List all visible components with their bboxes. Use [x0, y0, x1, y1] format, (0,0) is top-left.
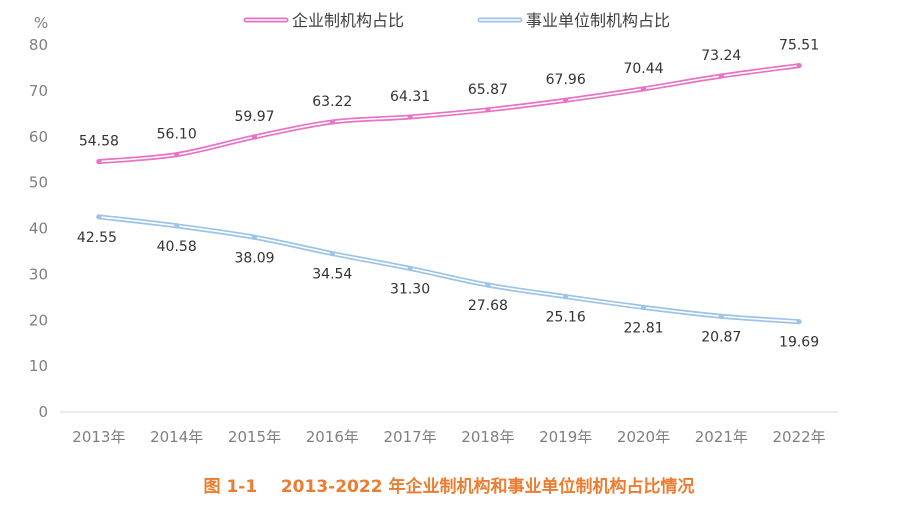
data-point	[251, 134, 258, 140]
data-label: 56.10	[157, 127, 197, 143]
data-point	[640, 86, 647, 92]
data-point	[796, 62, 802, 69]
data-point	[407, 265, 413, 272]
y-tick-label: 40	[29, 220, 48, 238]
x-tick-label: 2015年	[228, 428, 281, 446]
data-point	[485, 282, 491, 288]
data-point	[796, 319, 802, 325]
x-tick-label: 2014年	[150, 428, 203, 446]
data-label: 63.22	[312, 94, 352, 110]
data-label: 34.54	[312, 267, 352, 283]
y-tick-label: 30	[29, 265, 48, 283]
data-point	[96, 214, 102, 220]
y-tick-label: 20	[29, 311, 48, 329]
legend-item-1: 企业制机构占比	[243, 11, 404, 30]
data-label: 25.16	[546, 310, 586, 326]
data-point	[174, 223, 180, 229]
y-tick-label: 10	[29, 357, 48, 375]
data-label: 73.24	[701, 48, 741, 64]
data-label: 38.09	[234, 250, 274, 266]
data-point	[251, 234, 258, 240]
data-label: 20.87	[701, 329, 741, 345]
x-tick-label: 2022年	[773, 428, 826, 446]
data-label: 59.97	[234, 109, 274, 125]
data-label: 19.69	[779, 335, 819, 351]
data-point	[718, 313, 724, 319]
legend-label: 事业单位制机构占比	[526, 11, 670, 30]
data-label: 70.44	[623, 61, 663, 77]
legend-label: 企业制机构占比	[292, 11, 404, 30]
y-axis: 0 10 20 30 40 50 60 70 80%	[29, 14, 48, 421]
series-layer: 54.58 56.10 59.97 63.22 64.31 65.87 67.96 70.44…	[77, 38, 819, 351]
y-tick-label: 60	[29, 128, 48, 146]
data-label: 65.87	[468, 82, 508, 98]
data-label: 40.58	[157, 239, 197, 255]
data-point	[563, 97, 569, 103]
y-tick-label: 0	[38, 403, 48, 421]
data-point	[329, 250, 335, 257]
data-label: 54.58	[79, 134, 119, 150]
x-tick-label: 2021年	[695, 428, 748, 446]
data-point	[329, 119, 335, 125]
x-tick-label: 2020年	[617, 428, 670, 446]
y-unit-label: %	[34, 14, 48, 32]
figure-caption: 图 1-1 2013-2022 年企业制机构和事业单位制机构占比情况	[203, 477, 695, 497]
data-point	[718, 73, 724, 79]
legend: 企业制机构占比 事业单位制机构占比	[243, 11, 670, 30]
data-point	[96, 159, 102, 165]
x-tick-label: 2019年	[539, 428, 592, 446]
series-line-core	[98, 216, 800, 323]
data-label: 75.51	[779, 38, 819, 54]
data-label: 42.55	[77, 230, 117, 246]
data-label: 22.81	[623, 320, 663, 336]
data-label: 27.68	[468, 298, 508, 314]
y-tick-label: 70	[29, 82, 48, 100]
y-tick-label: 50	[29, 174, 48, 192]
y-tick-label: 80	[29, 36, 48, 54]
data-label: 64.31	[390, 89, 430, 105]
data-point	[174, 152, 180, 158]
x-tick-label: 2016年	[306, 428, 359, 446]
legend-item-2: 事业单位制机构占比	[477, 11, 670, 30]
series-line	[96, 214, 802, 325]
x-axis: 2013年 2014年 2015年 2016年 2017年 2018年 2019年 2020年…	[72, 428, 825, 446]
x-tick-label: 2017年	[384, 428, 437, 446]
data-label: 31.30	[390, 281, 430, 297]
series-1: 54.58 56.10 59.97 63.22 64.31 65.87 67.96 70.44…	[79, 38, 819, 165]
data-label: 67.96	[546, 72, 586, 88]
x-tick-label: 2013年	[72, 428, 125, 446]
data-point	[563, 293, 569, 300]
data-point	[640, 304, 647, 310]
x-tick-label: 2018年	[461, 428, 514, 446]
series-2: 42.55 40.58 38.09 34.54 31.30 27.68 25.16 22.81…	[77, 214, 819, 351]
data-point	[485, 107, 491, 113]
data-point	[407, 114, 413, 120]
series-line-core	[98, 64, 800, 163]
